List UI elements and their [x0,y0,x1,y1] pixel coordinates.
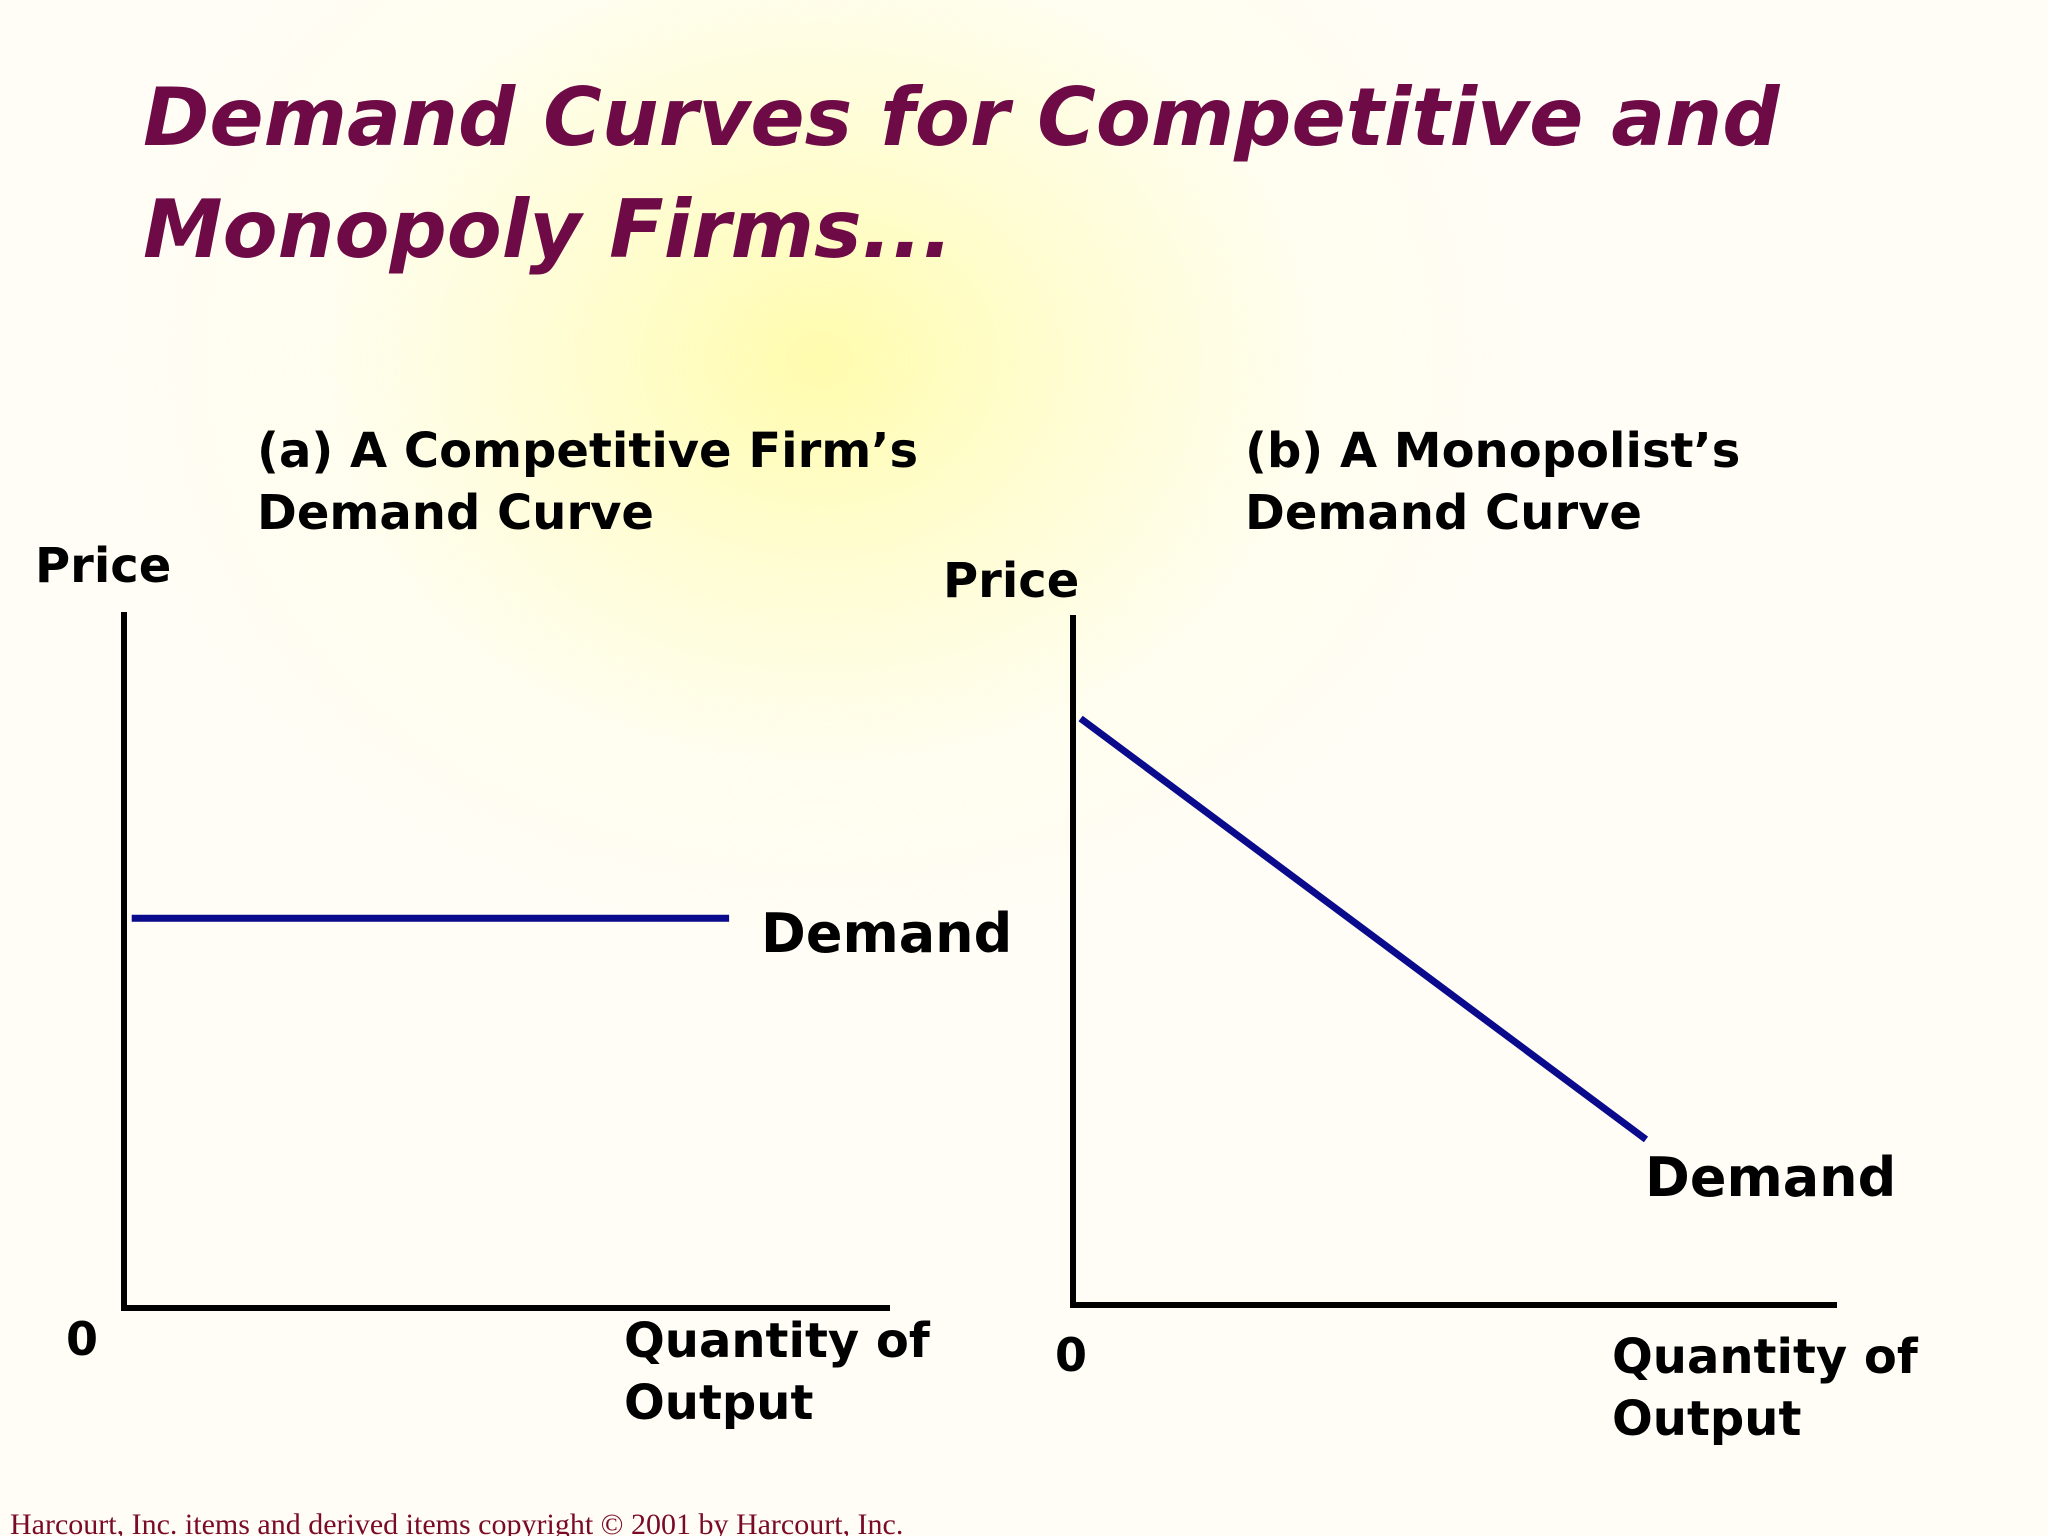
panel-a-origin-label: 0 [66,1312,99,1366]
panel-b-origin-label: 0 [1055,1328,1088,1382]
panel-a-x-axis-label: Quantity of Output [624,1310,930,1434]
panel-a-title-line2: Demand Curve [257,485,654,541]
panel-b-demand-curve [1078,715,1649,1143]
panel-b-x-axis-label-line2: Output [1612,1391,1802,1447]
panel-b-demand-label: Demand [1645,1146,1897,1209]
panel-a-x-axis-label-line1: Quantity of [624,1313,930,1369]
slide-title: Demand Curves for Competitive and Monopo… [143,71,1780,276]
panel-a-title-line1: (a) A Competitive Firm’s [257,423,919,479]
panel-b-x-axis-label: Quantity of Output [1612,1326,1918,1450]
panel-b-title-line1: (b) A Monopolist’s [1245,423,1741,479]
copyright-footer: Harcourt, Inc. items and derived items c… [10,1508,904,1536]
panel-b-x-axis-label-line1: Quantity of [1612,1329,1918,1385]
panel-a-y-axis-label: Price [35,538,172,594]
panel-b-title-line2: Demand Curve [1245,485,1642,541]
panel-b-title: (b) A Monopolist’s Demand Curve [1245,420,1740,544]
panel-a-demand-label: Demand [761,902,1013,965]
panel-b-y-axis-label: Price [943,553,1080,609]
panel-a-title: (a) A Competitive Firm’s Demand Curve [257,420,918,544]
panel-a-x-axis-label-line2: Output [624,1375,814,1431]
